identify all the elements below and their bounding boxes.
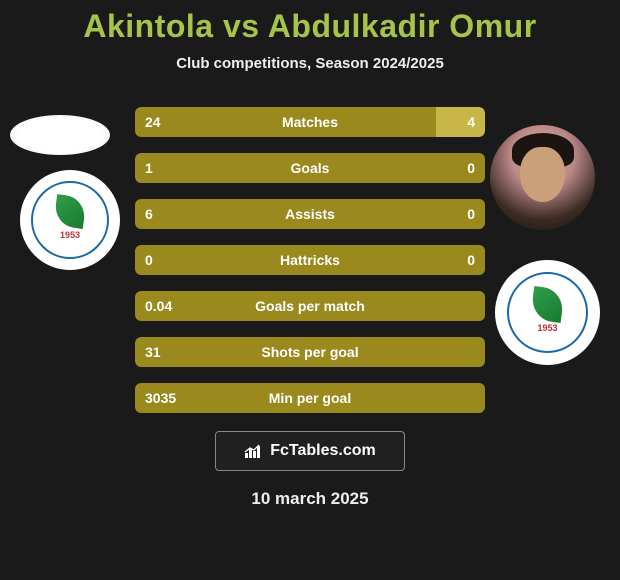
stat-label: Matches [135, 107, 485, 137]
leaf-icon [53, 195, 87, 230]
stat-label: Min per goal [135, 383, 485, 413]
stat-row: 6Assists0 [135, 199, 485, 229]
club-year: 1953 [537, 323, 557, 333]
stat-row: 24Matches4 [135, 107, 485, 137]
snapshot-date: 10 march 2025 [0, 489, 620, 509]
club-logo-inner: 1953 [507, 272, 589, 354]
stats-container: 24Matches41Goals06Assists00Hattricks00.0… [135, 107, 485, 413]
player-left-avatar [10, 115, 110, 155]
stat-label: Goals [135, 153, 485, 183]
stat-value-right: 4 [467, 107, 475, 137]
branding-badge: FcTables.com [215, 431, 405, 471]
player-left-club-logo: 1953 [20, 170, 120, 270]
stat-row: 31Shots per goal [135, 337, 485, 367]
stat-row: 1Goals0 [135, 153, 485, 183]
stat-row: 0.04Goals per match [135, 291, 485, 321]
chart-icon [244, 443, 264, 459]
stat-value-right: 0 [467, 245, 475, 275]
comparison-subtitle: Club competitions, Season 2024/2025 [0, 55, 620, 72]
leaf-icon [530, 286, 565, 323]
stat-label: Goals per match [135, 291, 485, 321]
stat-label: Shots per goal [135, 337, 485, 367]
club-year: 1953 [60, 230, 80, 240]
stat-row: 0Hattricks0 [135, 245, 485, 275]
stat-row: 3035Min per goal [135, 383, 485, 413]
stat-label: Hattricks [135, 245, 485, 275]
branding-text: FcTables.com [270, 442, 376, 460]
stat-value-right: 0 [467, 153, 475, 183]
avatar-face [520, 147, 565, 202]
stat-label: Assists [135, 199, 485, 229]
player-right-club-logo: 1953 [495, 260, 600, 365]
club-logo-inner: 1953 [31, 181, 109, 259]
stat-value-right: 0 [467, 199, 475, 229]
player-right-avatar [490, 125, 595, 230]
comparison-title: Akintola vs Abdulkadir Omur [0, 0, 620, 45]
